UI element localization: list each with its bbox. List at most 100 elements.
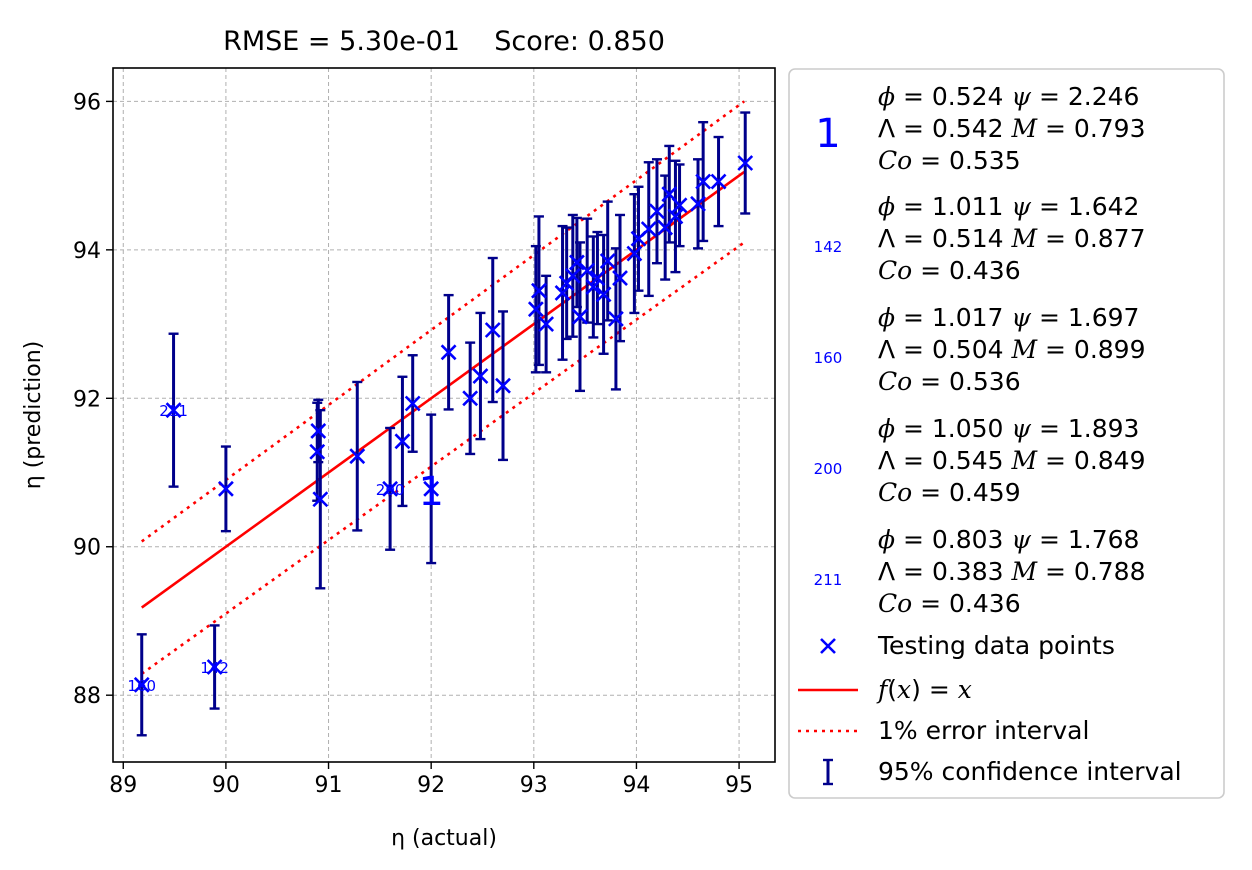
legend-m-value: = 0.899 xyxy=(1037,335,1145,364)
data-point xyxy=(589,270,606,286)
data-point xyxy=(671,197,688,214)
x-tick-label: 90 xyxy=(212,773,240,798)
legend-frame xyxy=(788,68,1225,799)
data-point xyxy=(472,368,489,384)
data-point xyxy=(568,254,585,271)
data-point xyxy=(404,395,421,412)
legend-phi-symbol: ϕ xyxy=(878,414,895,443)
legend-entry-label: 95% confidence interval xyxy=(878,757,1182,786)
legend-co-symbol: Co xyxy=(878,478,912,507)
data-point xyxy=(626,245,643,262)
legend-psi-symbol: ψ xyxy=(1011,303,1031,332)
legend-co-value: = 0.436 xyxy=(912,589,1020,618)
legend-lambda-value: = 0.383 xyxy=(895,557,1011,586)
legend-co-value: = 0.459 xyxy=(912,478,1020,507)
legend-identity-eq: ) = xyxy=(911,675,958,704)
legend-psi-value: = 1.642 xyxy=(1031,192,1139,221)
legend-co-symbol: Co xyxy=(878,367,912,396)
data-point xyxy=(165,402,182,419)
data-point xyxy=(538,316,555,332)
legend-entry-label: Testing data points xyxy=(877,631,1115,660)
legend-entry-error_band: 1% error interval xyxy=(798,716,1089,745)
legend-highlight-line: Co = 0.536 xyxy=(878,367,1021,396)
legend-lambda-symbol: Λ xyxy=(878,335,895,364)
data-point xyxy=(462,390,479,407)
y-tick-label: 94 xyxy=(73,239,101,264)
y-tick-label: 88 xyxy=(73,684,101,709)
legend-m-symbol: M xyxy=(1010,335,1038,364)
data-point xyxy=(710,173,727,190)
legend-highlight-line: ϕ = 1.017 ψ = 1.697 xyxy=(878,303,1139,332)
legend-psi-symbol: ψ xyxy=(1011,82,1031,111)
legend-lambda-symbol: Λ xyxy=(878,557,895,586)
grid xyxy=(113,68,775,762)
legend-highlight-line: Λ = 0.383 M = 0.788 xyxy=(878,557,1146,586)
legend-highlight-line: ϕ = 0.803 ψ = 1.768 xyxy=(878,525,1139,554)
error-band xyxy=(140,100,745,675)
identity-line-group xyxy=(140,170,745,609)
data-point xyxy=(599,253,616,269)
legend-lambda-symbol: Λ xyxy=(878,224,895,253)
legend-highlighted-points: 1 ϕ = 0.524 ψ = 2.246 Λ = 0.542 M = 0.793 C… xyxy=(814,82,1146,618)
legend-highlight-id: 160 xyxy=(814,349,843,367)
legend-highlight-line: Λ = 0.545 M = 0.849 xyxy=(878,446,1146,475)
y-tick-label: 90 xyxy=(73,536,101,561)
legend: 1 ϕ = 0.524 ψ = 2.246 Λ = 0.542 M = 0.793 C… xyxy=(788,68,1225,799)
legend-highlight-line: Co = 0.535 xyxy=(878,146,1021,175)
legend-highlight-id: 1 xyxy=(815,111,840,157)
plot-frame xyxy=(112,67,776,763)
data-point xyxy=(484,322,501,338)
data-point xyxy=(737,155,754,171)
legend-m-value: = 0.793 xyxy=(1037,114,1145,143)
legend-psi-value: = 1.697 xyxy=(1031,303,1139,332)
legend-highlight-entry: 200 ϕ = 1.050 ψ = 1.893 Λ = 0.545 M = 0.84… xyxy=(814,414,1146,507)
data-point xyxy=(667,208,684,225)
chart-title: RMSE = 5.30e-01 Score: 0.850 xyxy=(223,26,665,57)
legend-highlight-line: Λ = 0.514 M = 0.877 xyxy=(878,224,1146,253)
point-annotation: 142 xyxy=(200,659,229,677)
x-tick-label: 91 xyxy=(315,773,343,798)
legend-highlight-line: ϕ = 1.011 ψ = 1.642 xyxy=(878,192,1139,221)
data-point xyxy=(527,301,544,318)
legend-highlight-entry: 142 ϕ = 1.011 ψ = 1.642 Λ = 0.514 M = 0.87… xyxy=(814,192,1146,285)
data-point xyxy=(585,279,602,295)
legend-phi-value: = 1.017 xyxy=(895,303,1011,332)
legend-m-value: = 0.788 xyxy=(1037,557,1145,586)
point-annotation: 1 xyxy=(418,469,443,515)
x-axis-label: η (actual) xyxy=(391,826,497,851)
point-annotation: 200 xyxy=(376,481,405,499)
data-point xyxy=(423,480,440,497)
legend-highlight-entry: 211 ϕ = 0.803 ψ = 1.768 Λ = 0.383 M = 0.78… xyxy=(814,525,1146,618)
data-point xyxy=(531,282,547,299)
legend-highlight-entry: 160 ϕ = 1.017 ψ = 1.697 Λ = 0.504 M = 0.89… xyxy=(814,303,1146,396)
x-tick-label: 94 xyxy=(622,773,650,798)
legend-psi-value: = 1.893 xyxy=(1031,414,1139,443)
point-annotation: 211 xyxy=(159,402,188,420)
data-point xyxy=(217,480,234,497)
legend-identity-paren: ( xyxy=(887,675,897,704)
legend-psi-symbol: ψ xyxy=(1011,525,1031,554)
legend-highlight-id: 211 xyxy=(814,571,843,589)
legend-identity-fx: f xyxy=(876,675,891,704)
y-tick-label: 92 xyxy=(73,387,101,412)
data-point xyxy=(690,195,706,212)
legend-marker-icon xyxy=(820,638,836,654)
data-points xyxy=(133,155,754,693)
data-point xyxy=(349,448,366,465)
data-point xyxy=(206,659,223,675)
legend-entry-identity: f(x) = x xyxy=(798,675,972,704)
legend-lambda-symbol: Λ xyxy=(878,446,895,475)
data-point xyxy=(394,433,411,450)
legend-m-value: = 0.877 xyxy=(1037,224,1145,253)
x-tick-label: 92 xyxy=(417,773,445,798)
legend-m-symbol: M xyxy=(1010,446,1038,475)
legend-psi-symbol: ψ xyxy=(1011,192,1031,221)
legend-highlight-line: Λ = 0.504 M = 0.899 xyxy=(878,335,1146,364)
data-point xyxy=(607,310,624,327)
legend-highlight-line: ϕ = 0.524 ψ = 2.246 xyxy=(878,82,1139,111)
legend-highlight-line: Λ = 0.542 M = 0.793 xyxy=(878,114,1146,143)
data-point xyxy=(612,270,628,286)
legend-phi-symbol: ϕ xyxy=(878,82,895,111)
legend-phi-value: = 1.011 xyxy=(895,192,1011,221)
